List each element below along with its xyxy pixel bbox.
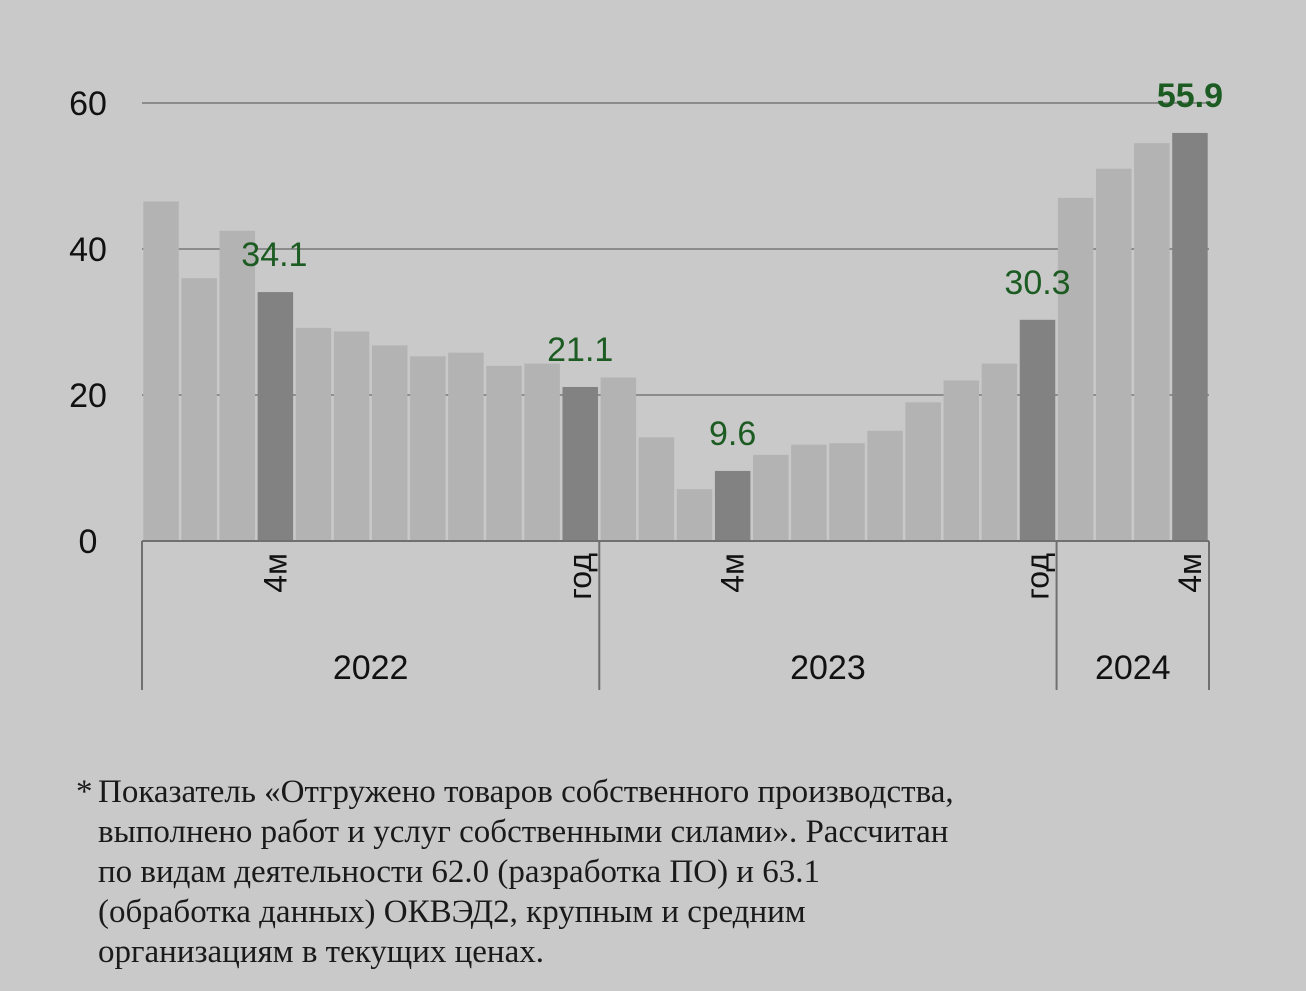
category-label: 4м [1172, 553, 1208, 593]
bar [181, 278, 217, 541]
footnote-line: Показатель «Отгружено товаров собственно… [98, 774, 954, 810]
year-group-label: 2022 [333, 649, 409, 687]
bar [562, 386, 598, 541]
bar [371, 345, 408, 541]
data-label: 30.3 [1004, 264, 1070, 302]
bar [448, 352, 484, 541]
y-tick-label: 60 [69, 85, 107, 123]
bar [1019, 319, 1056, 541]
bar [257, 292, 294, 541]
bar [829, 443, 865, 541]
x-axis: 4м год 4м год 4м 2022 2023 2024 [141, 540, 1210, 690]
bar-chart: 4м год 4м год 4м 2022 2023 2024 0 20 40 60 34.1 21.… [69, 77, 1223, 690]
bar [905, 402, 941, 541]
footnote-line: выполнено работ и услуг собственными сил… [98, 814, 949, 850]
category-label: 4м [715, 553, 751, 593]
bar [524, 363, 560, 541]
bar [600, 377, 637, 541]
data-label: 9.6 [709, 415, 756, 453]
year-group-label: 2023 [790, 649, 866, 687]
y-tick-label: 40 [69, 231, 107, 269]
bar [333, 331, 370, 541]
bar [410, 356, 446, 541]
bar [1172, 132, 1208, 541]
category-label: год [1020, 553, 1056, 600]
bar [714, 470, 751, 541]
bar [295, 327, 332, 541]
y-tick-label: 0 [79, 523, 98, 561]
footnote-line: (обработка данных) ОКВЭД2, крупным и сре… [98, 894, 806, 930]
bar [867, 430, 903, 541]
bar [1057, 197, 1094, 541]
footnote-line: организациям в текущих ценах. [98, 934, 544, 970]
data-label: 34.1 [241, 236, 307, 274]
bar [219, 230, 256, 541]
bar [943, 380, 980, 541]
year-group-label: 2024 [1095, 649, 1171, 687]
data-labels: 34.1 21.1 9.6 30.3 55.9 [241, 77, 1223, 453]
bar [791, 444, 827, 541]
category-label: год [562, 553, 598, 600]
bar [1134, 143, 1170, 541]
bar [143, 201, 179, 542]
footnote: * Показатель «Отгружено товаров собствен… [76, 772, 1176, 972]
data-label: 55.9 [1157, 77, 1223, 115]
bar [753, 454, 789, 541]
bar [1095, 168, 1132, 541]
bars [143, 132, 1208, 542]
footnote-marker: * [76, 774, 93, 810]
bar [486, 365, 522, 541]
footnote-line: по видам деятельности 62.0 (разработка П… [98, 854, 820, 890]
bar [676, 489, 713, 541]
bar [981, 363, 1018, 541]
category-label: 4м [257, 553, 293, 593]
data-label: 21.1 [547, 331, 613, 369]
y-axis-ticks: 0 20 40 60 [69, 85, 107, 561]
y-tick-label: 20 [69, 377, 107, 415]
bar [638, 437, 675, 541]
